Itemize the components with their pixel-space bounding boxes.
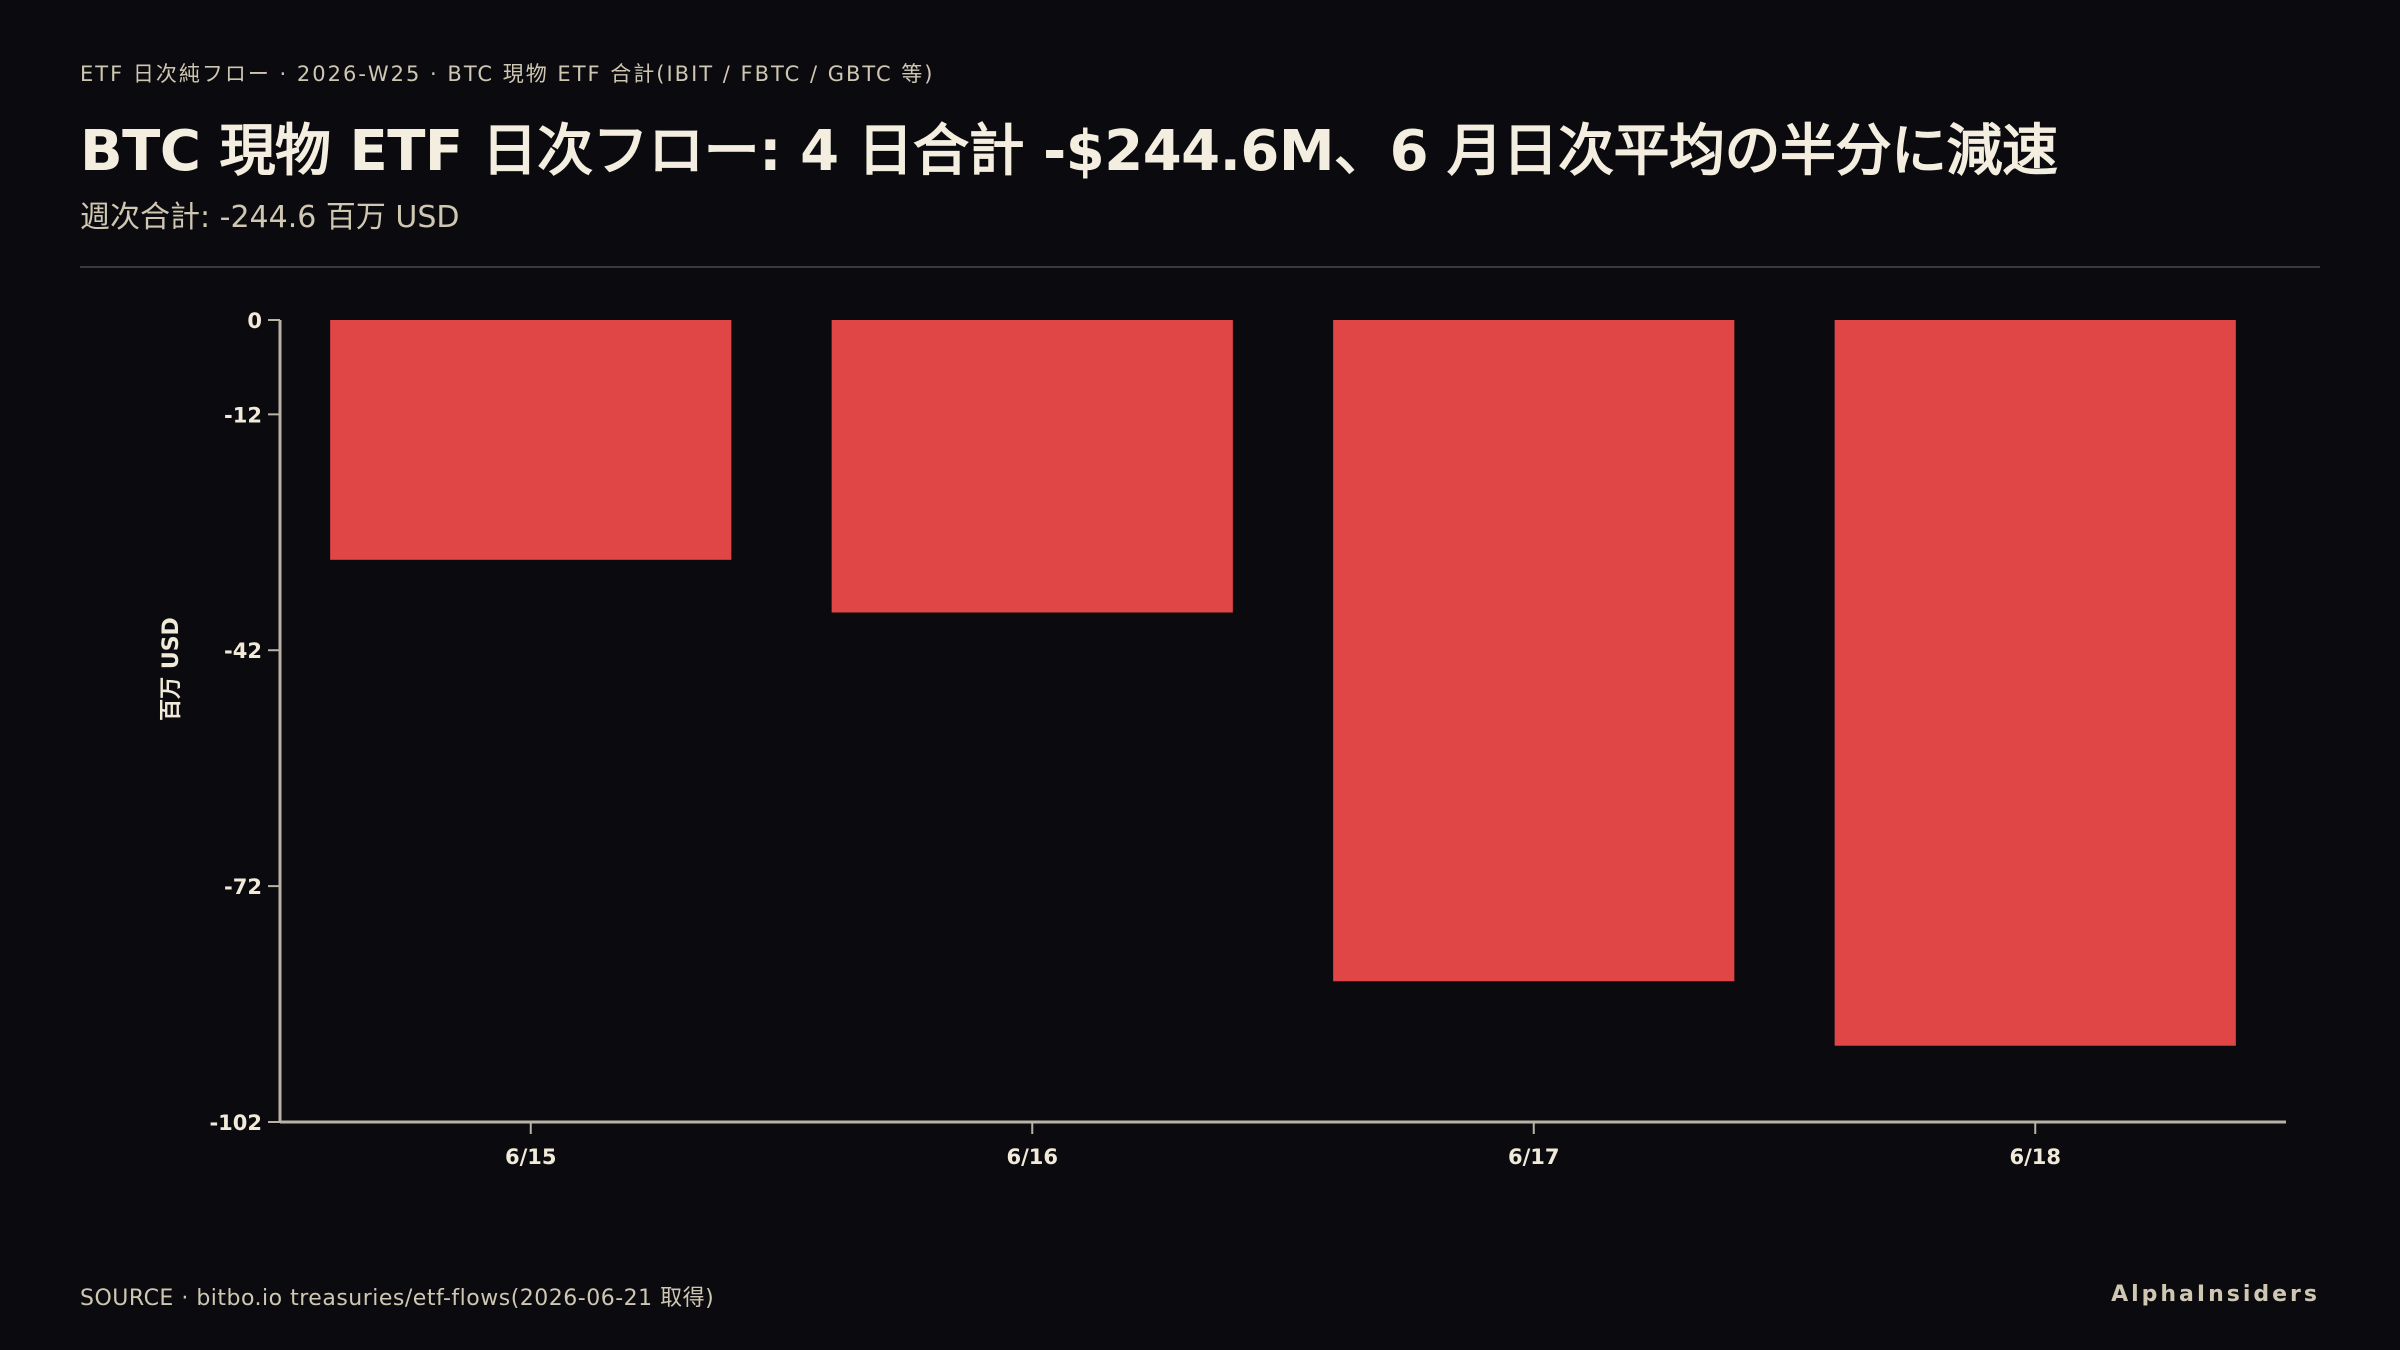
axes-layer xyxy=(278,320,2286,1124)
y-ticks: 0 -12 -42 -72 -102 xyxy=(209,309,280,1135)
chart-title: BTC 現物 ETF 日次フロー: 4 日合計 -$244.6M、6 月日次平均… xyxy=(80,119,2058,184)
y-tick-label: -102 xyxy=(209,1111,262,1135)
bar-6-18 xyxy=(1834,320,2236,1046)
chart-subtitle: 週次合計: -244.6 百万 USD xyxy=(80,200,460,235)
brand-logo: AlphaInsiders xyxy=(2111,1282,2320,1307)
x-ticks: 6/15 6/16 6/17 6/18 xyxy=(505,1122,2061,1169)
bars-layer xyxy=(330,320,2236,1046)
x-tick-label: 6/18 xyxy=(2009,1145,2061,1169)
x-tick-label: 6/17 xyxy=(1508,1145,1560,1169)
y-axis-label: 百万 USD xyxy=(159,617,184,721)
header-divider xyxy=(80,266,2320,268)
x-tick-label: 6/15 xyxy=(505,1145,557,1169)
y-tick-label: -72 xyxy=(224,875,262,899)
y-tick-label: -12 xyxy=(224,403,262,427)
x-tick-label: 6/16 xyxy=(1006,1145,1058,1169)
bar-6-16 xyxy=(831,320,1233,613)
bar-6-15 xyxy=(330,320,732,560)
chart-kicker: ETF 日次純フロー · 2026-W25 · BTC 現物 ETF 合計(IB… xyxy=(80,62,935,86)
y-tick-label: 0 xyxy=(247,309,262,333)
bar-6-17 xyxy=(1333,320,1735,982)
y-tick-label: -42 xyxy=(224,639,262,663)
source-note: SOURCE · bitbo.io treasuries/etf-flows(2… xyxy=(80,1286,715,1311)
